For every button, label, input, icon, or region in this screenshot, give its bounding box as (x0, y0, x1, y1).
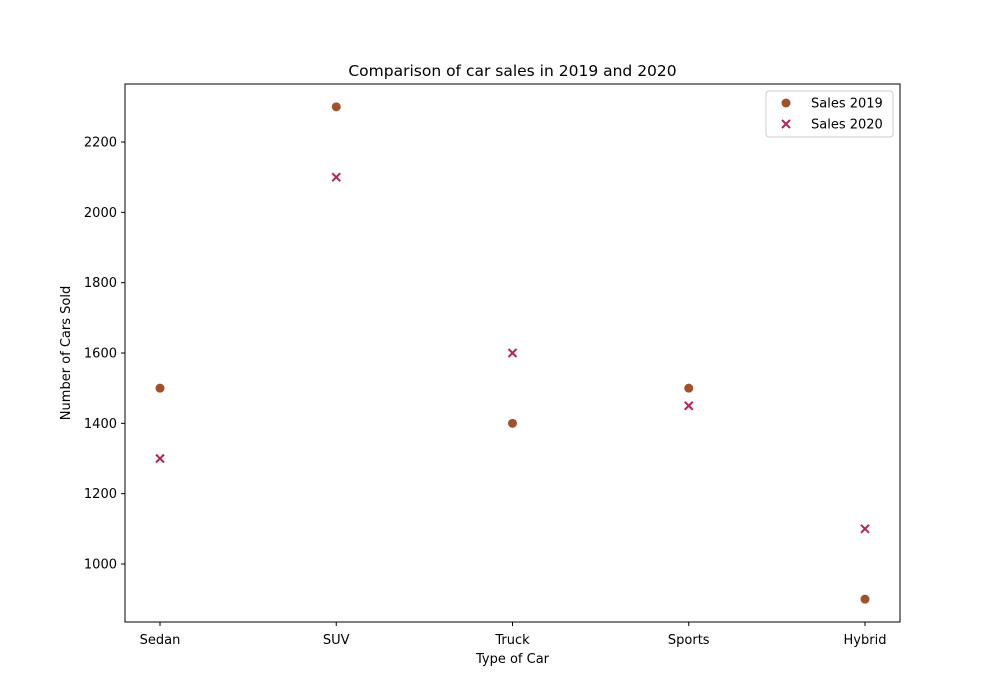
x-tick-label: Sedan (140, 633, 181, 648)
data-point-series-2 (331, 172, 341, 182)
legend: Sales 2019 Sales 2020 (765, 90, 894, 138)
y-axis-title: Number of Cars Sold (59, 286, 74, 420)
data-points (155, 102, 870, 604)
data-point-series-1 (508, 418, 517, 428)
chart-title: Comparison of car sales in 2019 and 2020 (348, 62, 676, 80)
x-tick-label: Hybrid (844, 633, 887, 648)
legend-marker-series-2 (781, 119, 791, 129)
data-point-series-2 (155, 453, 165, 464)
x-axis: Sedan SUV Truck Sports Hybrid (140, 622, 887, 648)
legend-box (765, 90, 894, 138)
x-axis-title: Type of Car (475, 652, 550, 667)
y-tick-label: 1800 (84, 276, 117, 291)
data-point-series-2 (507, 348, 518, 358)
x-tick-label: Truck (494, 633, 530, 648)
x-tick-label: Sports (668, 633, 710, 648)
data-point-series-1 (684, 383, 694, 393)
y-tick-label: 1600 (84, 347, 117, 362)
legend-label: Sales 2019 (811, 97, 883, 112)
data-point-series-2 (860, 524, 870, 534)
y-tick-label: 2000 (84, 206, 117, 221)
y-tick-label: 2200 (84, 136, 117, 151)
x-tick-label: SUV (323, 633, 350, 648)
data-point-series-2 (684, 401, 694, 411)
y-tick-label: 1000 (84, 557, 117, 572)
y-axis: 1000 1200 1400 1600 1800 2000 2200 (84, 136, 125, 572)
data-point-series-1 (155, 383, 165, 393)
data-point-series-1 (331, 102, 341, 112)
y-tick-label: 1400 (84, 417, 117, 432)
legend-marker-series-1 (781, 98, 791, 108)
legend-label: Sales 2020 (811, 118, 883, 133)
data-point-series-1 (860, 594, 870, 604)
y-tick-label: 1200 (84, 487, 117, 502)
